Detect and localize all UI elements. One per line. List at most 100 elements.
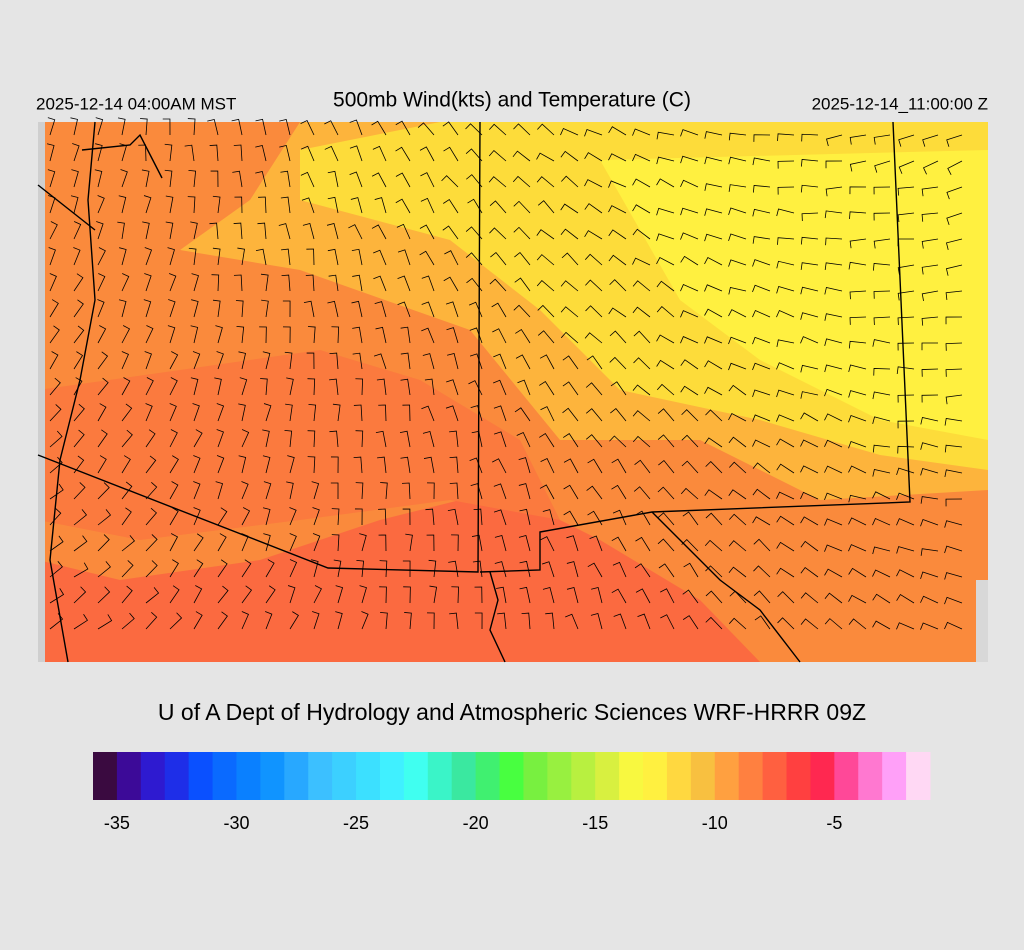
wind-barb bbox=[144, 351, 152, 370]
wind-barb bbox=[610, 381, 627, 396]
wind-barb bbox=[824, 592, 843, 604]
wind-barb bbox=[682, 589, 699, 604]
wind-barb bbox=[848, 390, 867, 398]
wind-barb bbox=[300, 171, 315, 188]
wind-barb bbox=[826, 134, 843, 147]
wind-barbs bbox=[46, 117, 963, 630]
wind-barb bbox=[704, 233, 723, 242]
wind-barb bbox=[776, 208, 795, 217]
wind-barb bbox=[921, 238, 939, 249]
wind-barb bbox=[289, 611, 299, 630]
wind-barb bbox=[680, 179, 699, 188]
wind-barb bbox=[359, 533, 367, 552]
wind-barb bbox=[728, 384, 747, 396]
wind-barb bbox=[752, 462, 771, 474]
wind-barb bbox=[371, 120, 387, 136]
wind-barb bbox=[704, 208, 723, 216]
wind-barb bbox=[289, 559, 298, 578]
wind-barb bbox=[514, 407, 531, 422]
wind-barb bbox=[681, 539, 699, 552]
wind-barb bbox=[848, 517, 867, 526]
wind-barb bbox=[800, 391, 819, 399]
wind-barb bbox=[728, 566, 747, 578]
wind-barb bbox=[326, 223, 339, 240]
wind-barb bbox=[259, 326, 267, 344]
wind-barb bbox=[873, 134, 891, 145]
wind-barb bbox=[517, 379, 531, 396]
wind-barb bbox=[427, 482, 435, 500]
wind-barb bbox=[683, 562, 699, 578]
wind-barb bbox=[873, 316, 891, 326]
wind-barb bbox=[145, 560, 158, 578]
wind-barb bbox=[488, 176, 507, 188]
wind-barb bbox=[465, 148, 483, 162]
wind-barb bbox=[824, 544, 843, 552]
wind-barb bbox=[70, 117, 78, 136]
map-edge bbox=[976, 580, 988, 662]
wind-barb bbox=[920, 442, 939, 450]
wind-barb bbox=[608, 205, 627, 214]
wind-barb bbox=[632, 257, 651, 266]
wind-barb bbox=[897, 342, 915, 351]
wind-barb bbox=[920, 622, 939, 630]
wind-barb bbox=[824, 413, 843, 422]
wind-barb bbox=[241, 429, 250, 448]
wind-barb bbox=[680, 129, 699, 137]
wind-barb bbox=[280, 196, 291, 214]
wind-barb bbox=[921, 212, 939, 222]
wind-barb bbox=[849, 186, 867, 195]
wind-barb bbox=[144, 273, 152, 292]
wind-barb bbox=[97, 614, 113, 630]
wind-barb bbox=[312, 533, 321, 552]
wind-barb bbox=[378, 508, 387, 526]
wind-barb bbox=[946, 186, 963, 200]
wind-barb bbox=[474, 612, 483, 630]
coast bbox=[81, 133, 163, 179]
wind-barb bbox=[121, 403, 133, 422]
wind-barb bbox=[489, 227, 507, 240]
wind-barb bbox=[777, 186, 795, 195]
wind-barb bbox=[49, 588, 65, 604]
wind-barb bbox=[493, 405, 507, 422]
wind-barb bbox=[145, 429, 156, 448]
wind-barb bbox=[489, 200, 507, 214]
wind-barb bbox=[920, 496, 939, 504]
colorbar-swatch bbox=[427, 752, 453, 800]
wind-barb bbox=[403, 586, 411, 604]
wind-barb bbox=[374, 301, 387, 318]
wind-barb bbox=[395, 120, 411, 136]
wind-barb bbox=[682, 511, 699, 526]
wind-barb bbox=[944, 417, 963, 426]
wind-barb bbox=[184, 144, 195, 162]
wind-barb bbox=[896, 569, 915, 578]
wind-barb bbox=[373, 353, 387, 370]
wind-barb bbox=[849, 134, 867, 145]
wind-barb bbox=[97, 403, 107, 422]
wind-barb bbox=[704, 256, 723, 266]
wind-barb bbox=[656, 178, 675, 188]
wind-barb bbox=[849, 316, 867, 325]
wind-barb bbox=[609, 330, 627, 344]
wind-barb bbox=[441, 175, 459, 188]
wind-barb bbox=[921, 290, 939, 302]
wind-barb bbox=[921, 342, 939, 351]
wind-barb bbox=[728, 207, 747, 216]
wind-barb bbox=[519, 586, 531, 604]
wind-barb bbox=[121, 429, 133, 448]
wind-barb bbox=[169, 377, 178, 396]
wind-barb bbox=[728, 132, 747, 141]
wind-barb bbox=[49, 613, 64, 630]
wind-barb bbox=[561, 175, 579, 188]
wind-barb bbox=[872, 391, 891, 400]
wind-barb bbox=[897, 264, 915, 275]
wind-barb bbox=[872, 491, 891, 500]
wind-barb bbox=[190, 377, 199, 396]
wind-barb bbox=[261, 299, 269, 318]
map-edge bbox=[38, 122, 45, 662]
colorbar: -35 -30 -25 -20 -15 -10 -5 bbox=[93, 752, 931, 833]
wind-barb bbox=[97, 509, 112, 526]
wind-barb bbox=[212, 299, 221, 318]
wind-barb bbox=[324, 145, 339, 162]
wind-barb bbox=[824, 618, 843, 630]
wind-barb bbox=[421, 405, 435, 422]
